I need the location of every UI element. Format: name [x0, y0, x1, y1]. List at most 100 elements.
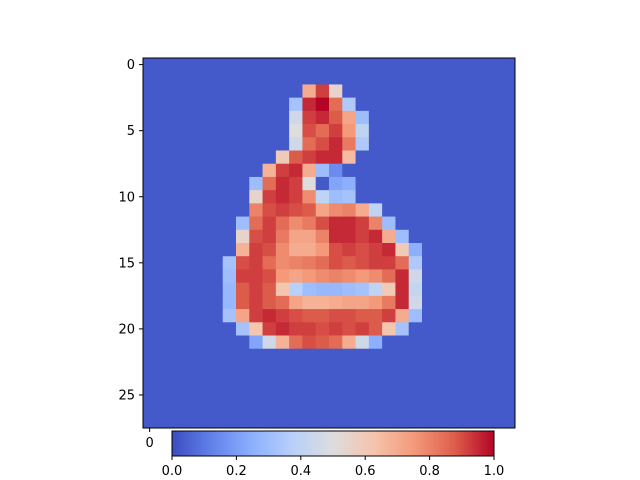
heatmap-cell	[475, 415, 489, 429]
heatmap-cell	[462, 84, 476, 98]
heatmap-cell	[276, 203, 290, 217]
heatmap-cell	[502, 164, 516, 178]
heatmap-cell	[156, 309, 170, 323]
heatmap-cell	[170, 217, 184, 231]
heatmap-cell	[395, 243, 409, 257]
heatmap-cell	[183, 349, 197, 363]
heatmap-cell	[183, 190, 197, 204]
x-axis-ticks: 0	[146, 428, 154, 451]
heatmap-cell	[143, 336, 157, 350]
heatmap-cell	[249, 124, 263, 138]
heatmap-cell	[316, 349, 330, 363]
heatmap-cell	[488, 177, 502, 191]
heatmap-cell	[223, 111, 237, 125]
heatmap-cell	[276, 177, 290, 191]
heatmap-cell	[156, 296, 170, 310]
heatmap-cell	[395, 309, 409, 323]
heatmap-cell	[289, 402, 303, 416]
heatmap-cell	[502, 322, 516, 336]
heatmap-cell	[236, 203, 250, 217]
heatmap-cell	[143, 269, 157, 283]
heatmap-cell	[209, 322, 223, 336]
heatmap-cell	[356, 336, 370, 350]
heatmap-cell	[475, 190, 489, 204]
heatmap-cell	[209, 269, 223, 283]
heatmap-cell	[263, 336, 277, 350]
heatmap-cell	[263, 388, 277, 402]
heatmap-cell	[170, 84, 184, 98]
heatmap-cell	[170, 151, 184, 165]
heatmap-cell	[316, 71, 330, 85]
heatmap-cell	[276, 84, 290, 98]
heatmap-cell	[209, 388, 223, 402]
heatmap-cell	[342, 362, 356, 376]
heatmap-cell	[356, 217, 370, 231]
heatmap-cell	[263, 256, 277, 270]
heatmap-cell	[502, 111, 516, 125]
heatmap-cell	[236, 111, 250, 125]
heatmap-cell	[382, 230, 396, 244]
heatmap-cell	[316, 415, 330, 429]
heatmap-cell	[276, 402, 290, 416]
heatmap-cell	[209, 296, 223, 310]
heatmap-cell	[236, 137, 250, 151]
heatmap-cell	[409, 98, 423, 112]
heatmap-cell	[342, 243, 356, 257]
heatmap-cell	[329, 322, 343, 336]
heatmap-cell	[289, 111, 303, 125]
heatmap-cell	[329, 309, 343, 323]
heatmap-cell	[249, 177, 263, 191]
heatmap-cell	[196, 283, 210, 297]
heatmap-cell	[156, 164, 170, 178]
heatmap-cell	[143, 190, 157, 204]
heatmap-cell	[342, 388, 356, 402]
heatmap-cell	[329, 243, 343, 257]
heatmap-cell	[223, 296, 237, 310]
heatmap-cell	[143, 137, 157, 151]
heatmap-cell	[435, 415, 449, 429]
heatmap-cell	[276, 322, 290, 336]
heatmap-cell	[395, 388, 409, 402]
heatmap-cell	[302, 322, 316, 336]
heatmap-cell	[502, 402, 516, 416]
heatmap-cell	[395, 349, 409, 363]
heatmap-cell	[475, 269, 489, 283]
heatmap-cell	[276, 349, 290, 363]
heatmap-cell	[183, 177, 197, 191]
heatmap-cell	[369, 137, 383, 151]
heatmap-cell	[435, 243, 449, 257]
heatmap-cell	[342, 322, 356, 336]
heatmap-cell	[263, 137, 277, 151]
heatmap-cell	[462, 269, 476, 283]
heatmap-cell	[170, 58, 184, 72]
heatmap-cell	[170, 309, 184, 323]
heatmap-cell	[289, 415, 303, 429]
heatmap-cell	[502, 309, 516, 323]
heatmap-cell	[302, 415, 316, 429]
heatmap-cell	[382, 309, 396, 323]
heatmap-cell	[143, 243, 157, 257]
heatmap-cell	[382, 71, 396, 85]
heatmap-cell	[236, 243, 250, 257]
heatmap-cell	[475, 111, 489, 125]
heatmap-cell	[183, 415, 197, 429]
heatmap-cell	[143, 71, 157, 85]
heatmap-cell	[183, 243, 197, 257]
heatmap-cell	[316, 309, 330, 323]
heatmap-cell	[409, 375, 423, 389]
heatmap-cell	[369, 164, 383, 178]
heatmap-cell	[488, 217, 502, 231]
heatmap-cell	[249, 309, 263, 323]
heatmap-cell	[382, 256, 396, 270]
heatmap-cell	[196, 336, 210, 350]
heatmap-cell	[409, 71, 423, 85]
heatmap-cell	[342, 137, 356, 151]
heatmap-cell	[223, 71, 237, 85]
heatmap-cell	[223, 124, 237, 138]
heatmap-cell	[369, 243, 383, 257]
heatmap-cell	[435, 375, 449, 389]
heatmap-cell	[409, 243, 423, 257]
heatmap-cell	[249, 243, 263, 257]
colorbar-tick-label: 0.8	[419, 464, 440, 479]
heatmap-cell	[183, 58, 197, 72]
